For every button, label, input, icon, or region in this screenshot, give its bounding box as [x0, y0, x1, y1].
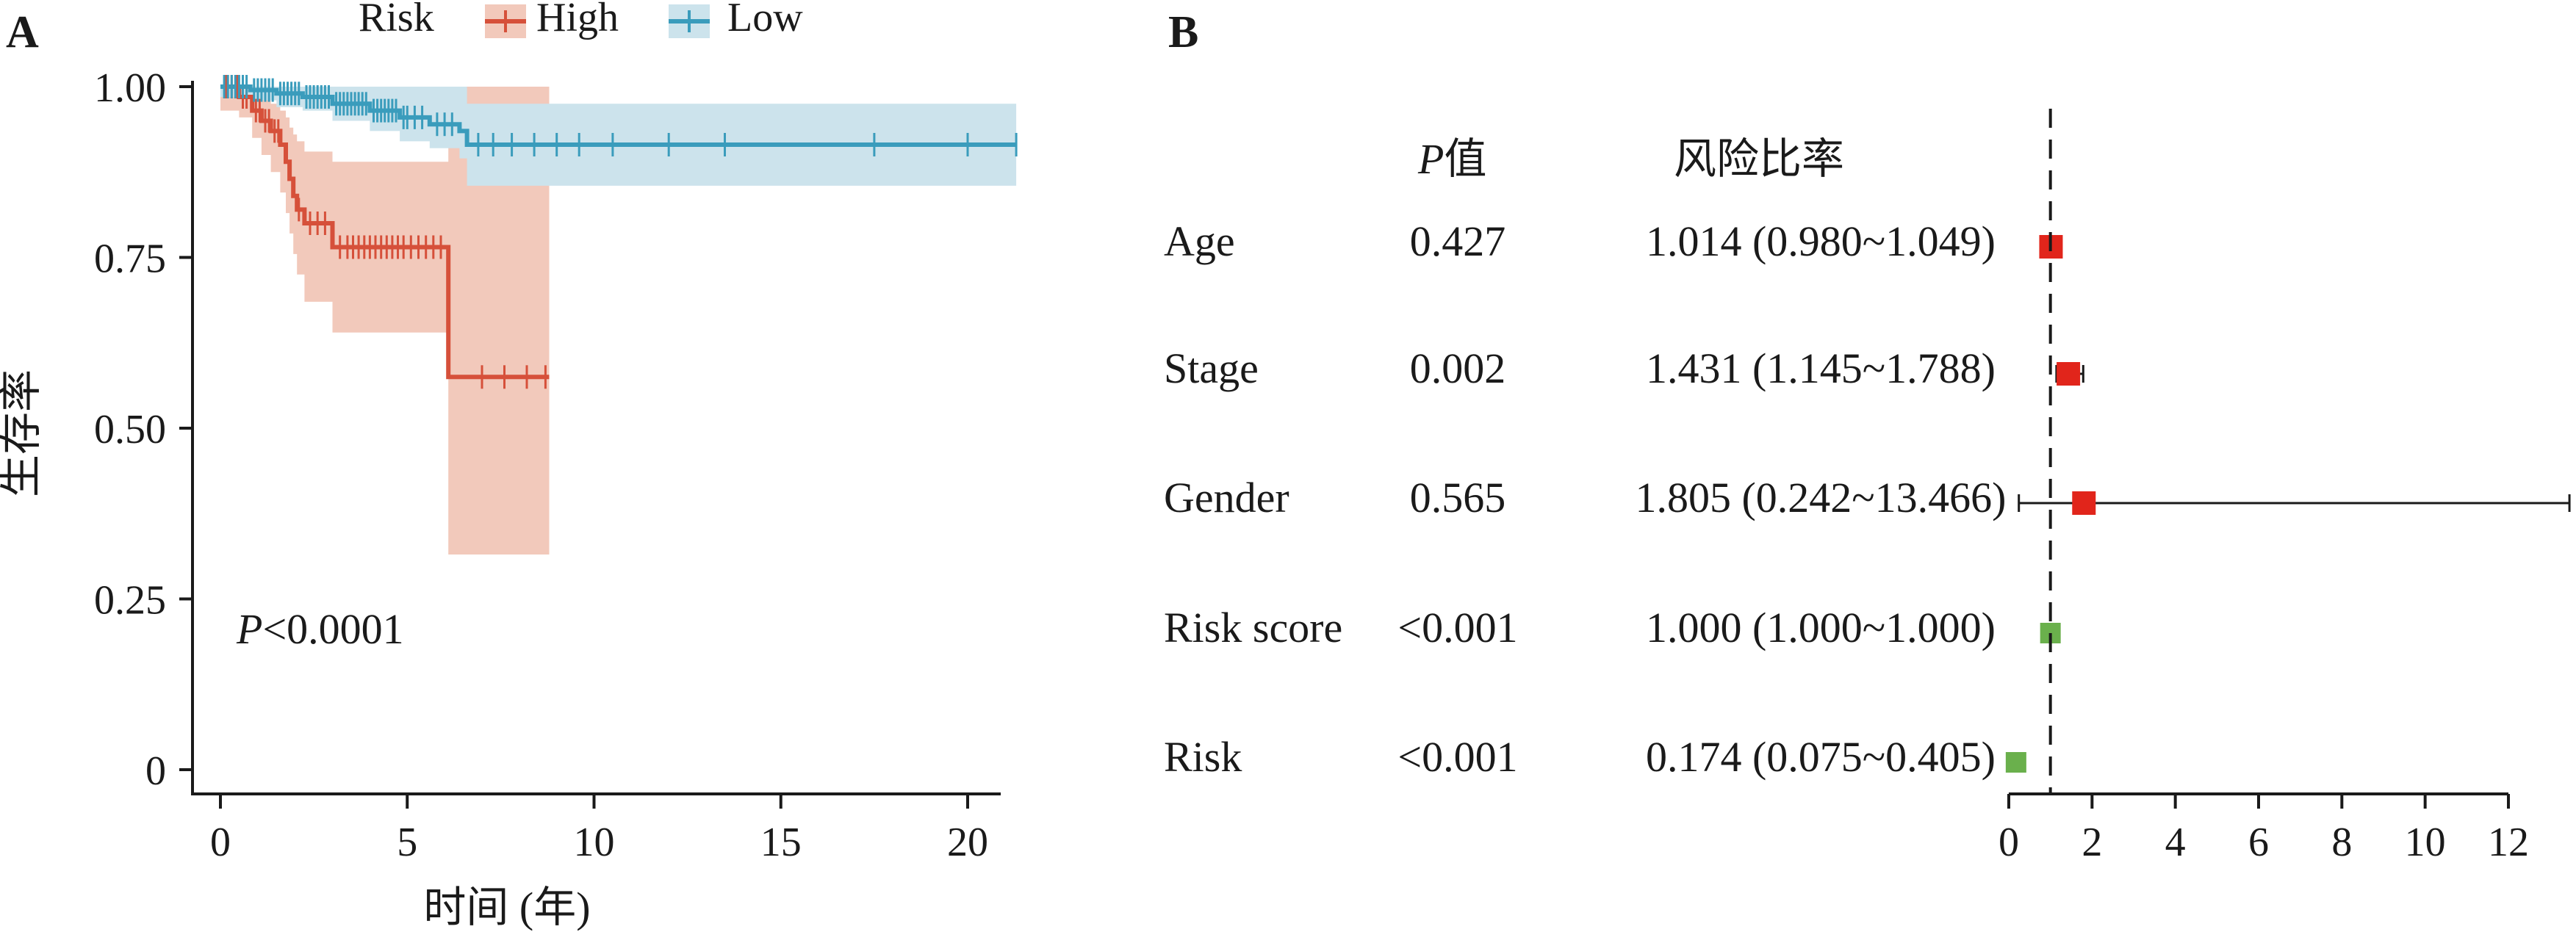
forest-x-tick-label: 2	[2082, 820, 2102, 865]
ci-band-low	[220, 87, 1017, 186]
hr-column-header: 风险比率	[1674, 135, 1844, 183]
p-header-suffix: 值	[1444, 135, 1486, 183]
row-hazard-ratio: 1.000 (1.000~1.000)	[1646, 604, 1996, 651]
row-hazard-ratio: 1.805 (0.242~13.466)	[1635, 474, 2006, 521]
y-tick-label: 0.75	[94, 236, 166, 282]
censor-marks	[223, 75, 1018, 389]
row-p-value: <0.001	[1397, 733, 1517, 781]
row-label: Stage	[1164, 344, 1259, 392]
forest-x-tick-label: 6	[2248, 820, 2269, 865]
x-tick-label: 15	[760, 820, 802, 865]
survival-panel: A Risk High Low 0 0.25 0.50 0.75 1.00 0 5 10 15…	[0, 0, 1018, 931]
row-label: Risk score	[1164, 604, 1342, 651]
forest-x-axis-ticks: 0 2 4 6 8 10 12	[1998, 794, 2529, 865]
hr-point	[2072, 491, 2096, 515]
row-hazard-ratio: 1.431 (1.145~1.788)	[1646, 344, 1996, 392]
y-tick-label: 0	[145, 748, 166, 794]
hr-point	[2005, 752, 2026, 773]
row-p-value: 0.002	[1410, 344, 1506, 392]
row-label: Gender	[1164, 474, 1289, 521]
forest-rows: Age 0.427 1.014 (0.980~1.049) Stage 0.002 1.4…	[1164, 217, 2571, 781]
p-letter: P	[236, 605, 262, 653]
y-tick-label: 1.00	[94, 65, 166, 111]
legend-label-high: High	[536, 0, 619, 40]
confidence-bands	[220, 87, 1017, 554]
legend-label-low: Low	[727, 0, 803, 40]
forest-row-stage: Stage 0.002 1.431 (1.145~1.788)	[1164, 344, 2084, 392]
p-value-annotation: P<0.0001	[236, 605, 404, 653]
panel-b-label: B	[1168, 7, 1198, 57]
forest-x-tick-label: 10	[2405, 820, 2446, 865]
y-tick-label: 0.25	[94, 578, 166, 624]
x-tick-label: 5	[397, 820, 417, 865]
row-hazard-ratio: 1.014 (0.980~1.049)	[1646, 217, 1996, 265]
forest-x-tick-label: 4	[2165, 820, 2186, 865]
legend-key-high	[485, 4, 526, 38]
row-p-value: 0.427	[1410, 217, 1506, 265]
panel-a-label: A	[6, 7, 39, 57]
row-p-value: 0.565	[1410, 474, 1506, 521]
hr-point	[2057, 362, 2081, 386]
y-axis-ticks: 0 0.25 0.50 0.75 1.00	[94, 65, 193, 794]
survival-curve-low	[220, 84, 1017, 147]
ci-band-high	[220, 87, 550, 554]
y-axis-title: 生存率	[0, 369, 45, 497]
x-tick-label: 10	[574, 820, 615, 865]
forest-row-age: Age 0.427 1.014 (0.980~1.049)	[1164, 217, 2063, 265]
legend-key-low	[669, 4, 710, 38]
forest-x-tick-label: 0	[1998, 820, 2019, 865]
x-tick-label: 0	[210, 820, 231, 865]
forest-row-risk-score: Risk score <0.001 1.000 (1.000~1.000)	[1164, 604, 2061, 651]
forest-x-tick-label: 8	[2331, 820, 2352, 865]
forest-panel: B P值 风险比率 Age 0.427 1.014 (0.980~1.049) Sta…	[1164, 7, 2571, 865]
x-tick-label: 20	[947, 820, 988, 865]
row-p-value: <0.001	[1397, 604, 1517, 651]
survival-curve-high	[220, 84, 550, 380]
p-value: <0.0001	[262, 605, 403, 653]
forest-row-risk: Risk <0.001 0.174 (0.075~0.405)	[1164, 733, 2026, 781]
legend: Risk High Low	[359, 0, 803, 40]
forest-x-tick-label: 12	[2488, 820, 2529, 865]
row-hazard-ratio: 0.174 (0.075~0.405)	[1646, 733, 1996, 781]
p-column-header: P值	[1417, 135, 1486, 183]
x-axis-title: 时间 (年)	[423, 884, 590, 931]
legend-title: Risk	[359, 0, 434, 40]
x-axis-ticks: 0 5 10 15 20	[210, 794, 988, 865]
forest-row-gender: Gender 0.565 1.805 (0.242~13.466)	[1164, 474, 2571, 521]
row-label: Age	[1164, 217, 1235, 265]
survival-curves	[220, 84, 1017, 380]
p-header-letter: P	[1417, 135, 1444, 183]
y-tick-label: 0.50	[94, 407, 166, 452]
row-label: Risk	[1164, 733, 1242, 781]
